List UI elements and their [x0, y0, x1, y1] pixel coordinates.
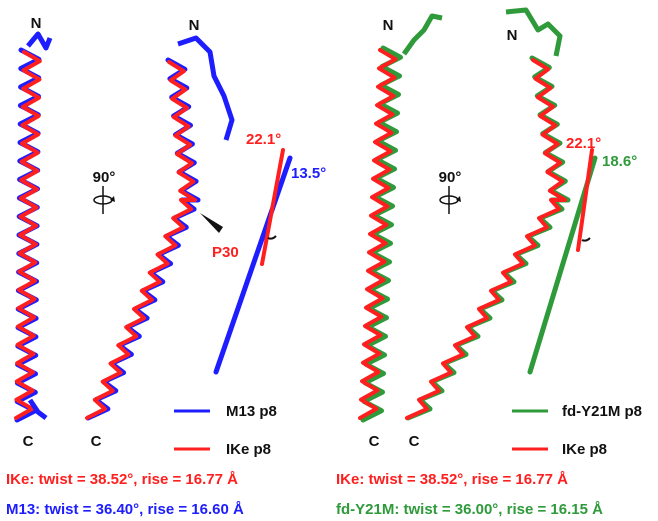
left-panel: N N C C 90° P30 22.1° 13.5° M13 p8 IKe p…	[6, 15, 326, 518]
ike-helix-front	[358, 48, 398, 420]
ike-angle-label: 22.1°	[246, 131, 281, 148]
m13-c-terminal-tail	[27, 398, 48, 420]
n-terminus-label: N	[31, 15, 42, 32]
n-terminus-label: N	[507, 27, 518, 44]
rotation-arrow-icon	[439, 186, 461, 214]
c-terminus-label: C	[369, 433, 380, 450]
legend-label-fd: fd-Y21M p8	[562, 403, 642, 420]
fd-twist-rise-stat: fd-Y21M: twist = 36.00°, rise = 16.15 Å	[336, 501, 603, 518]
n-terminus-label: N	[189, 17, 200, 34]
m13-axis-vector	[213, 155, 293, 375]
m13-n-terminal-loop	[177, 35, 235, 141]
legend: M13 p8 IKe p8	[174, 403, 277, 458]
m13-n-terminal-tail	[26, 31, 53, 51]
ike-axis-vector	[260, 148, 285, 266]
axis-angle-diagram	[213, 148, 293, 375]
p30-label: P30	[212, 244, 239, 261]
right-panel: N N C C 90° 22.1° 18.6° fd-Y21M p8 IKe p…	[336, 7, 642, 518]
axis-angle-diagram	[527, 148, 598, 375]
ike-helix-rotated	[85, 60, 197, 420]
c-terminus-label: C	[409, 433, 420, 450]
rotation-angle-label: 90°	[439, 169, 462, 186]
c-terminus-label: C	[23, 433, 34, 450]
n-terminus-label: N	[383, 17, 394, 34]
m13-twist-rise-stat: M13: twist = 36.40°, rise = 16.60 Å	[6, 501, 244, 518]
ike-twist-rise-stat: IKe: twist = 38.52°, rise = 16.77 Å	[336, 471, 568, 488]
ike-helix-rotated	[405, 58, 567, 420]
ike-helix-front	[14, 50, 42, 420]
legend-label-ike: IKe p8	[226, 441, 271, 458]
ike-twist-rise-stat: IKe: twist = 38.52°, rise = 16.77 Å	[6, 471, 238, 488]
p30-pointer-icon	[200, 213, 223, 233]
legend-label-m13: M13 p8	[226, 403, 277, 420]
angle-arc-icon	[267, 235, 277, 240]
ike-angle-label: 22.1°	[566, 135, 601, 152]
rotation-angle-label: 90°	[93, 169, 116, 186]
angle-arc-icon	[581, 237, 591, 242]
legend: fd-Y21M p8 IKe p8	[512, 403, 642, 458]
c-terminus-label: C	[91, 433, 102, 450]
fd-n-terminal-loop	[505, 7, 563, 57]
legend-label-ike: IKe p8	[562, 441, 607, 458]
fd-angle-label: 18.6°	[602, 153, 637, 170]
m13-angle-label: 13.5°	[291, 165, 326, 182]
ike-axis-vector	[576, 148, 594, 252]
fd-n-terminal-tail	[401, 13, 443, 56]
rotation-arrow-icon	[93, 186, 115, 214]
